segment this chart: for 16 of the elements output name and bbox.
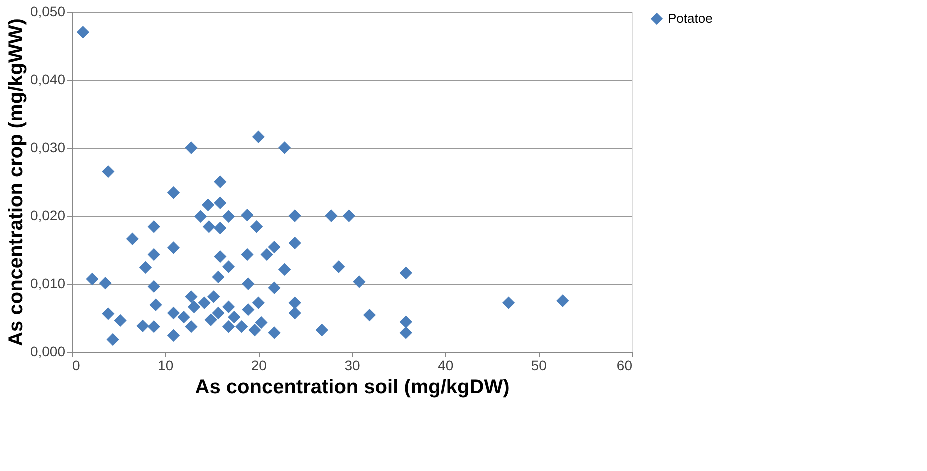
x-tick-label: 40 bbox=[438, 358, 454, 374]
y-tick-label: 0,040 bbox=[30, 72, 66, 88]
y-tick-label: 0,030 bbox=[30, 140, 66, 156]
y-tick-label: 0,000 bbox=[30, 344, 66, 360]
y-tick-label: 0,050 bbox=[30, 4, 66, 20]
legend-label: Potatoe bbox=[668, 11, 713, 26]
x-tick-label: 60 bbox=[616, 358, 633, 374]
x-tick-label: 50 bbox=[531, 358, 548, 374]
y-tick-label: 0,020 bbox=[30, 208, 66, 224]
x-tick-label: 0 bbox=[72, 358, 80, 374]
x-tick-label: 20 bbox=[251, 358, 268, 374]
x-axis-title: As concentration soil (mg/kgDW) bbox=[195, 376, 510, 398]
y-tick-label: 0,010 bbox=[30, 276, 66, 292]
x-tick-label: 10 bbox=[158, 358, 174, 374]
x-tick-label: 30 bbox=[344, 358, 360, 374]
y-axis-title: As concentration crop (mg/kgWW) bbox=[5, 18, 28, 346]
